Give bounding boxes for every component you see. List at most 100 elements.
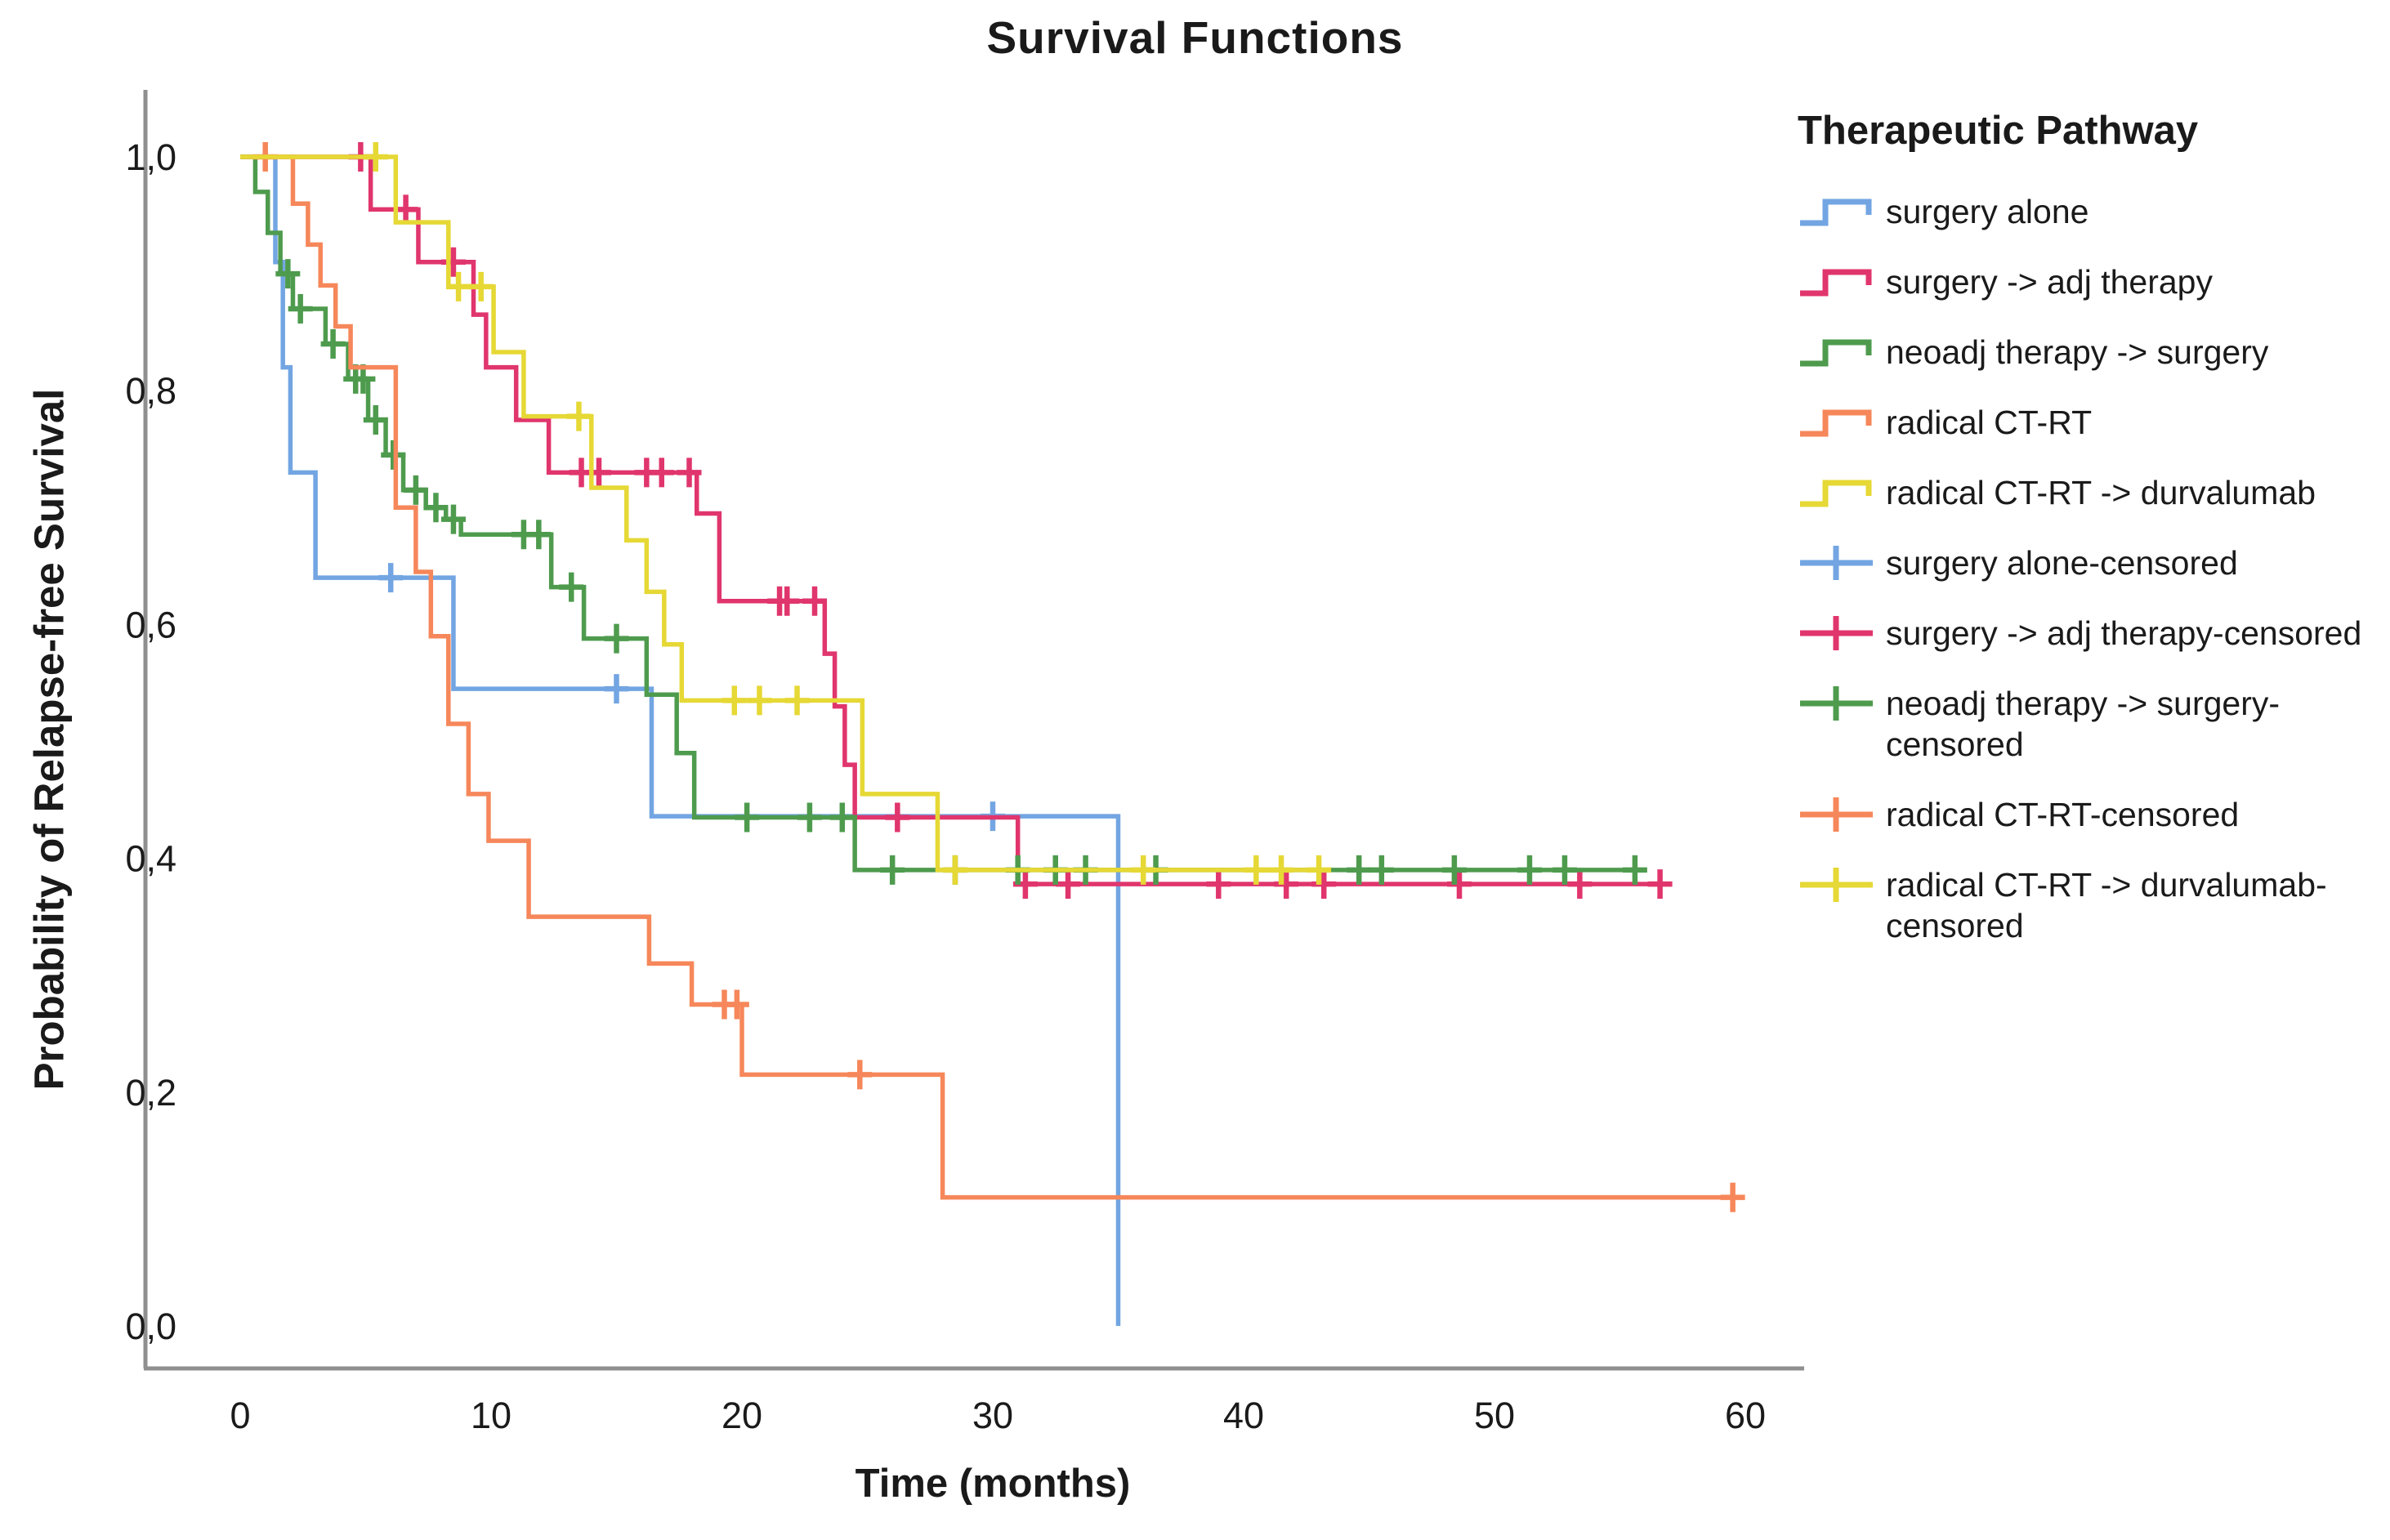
censor-mark-neoadj-therapy-surgery: [288, 294, 313, 324]
censor-mark-neoadj-therapy-surgery: [735, 802, 760, 832]
legend-step-line: [1800, 480, 1872, 507]
legend-item-label: neoadj therapy -> surgery-censored: [1886, 685, 2281, 763]
censor-mark-surgery-adj-therapy: [1567, 869, 1593, 899]
censor-mark-radical-ct-rt-durvalumab: [747, 685, 772, 716]
x-tick-label: 0: [230, 1395, 250, 1436]
censor-mark-radical-ct-rt-durvalumab: [446, 271, 471, 301]
legend-item-label: radical CT-RT -> durvalumab: [1886, 474, 2316, 511]
censor-mark-surgery-adj-therapy: [677, 458, 702, 488]
censor-mark-radical-ct-rt-durvalumab: [363, 142, 388, 172]
censor-mark-radical-ct-rt-durvalumab: [721, 685, 747, 716]
censor-mark-neoadj-therapy-surgery: [440, 504, 466, 534]
censor-mark-neoadj-therapy-surgery: [559, 572, 584, 602]
legend-item-surgery-alone: surgery alone: [1798, 191, 2379, 232]
legend-censor-swatch-icon: [1800, 546, 1873, 580]
legend-censor-swatch-icon: [1800, 686, 1873, 721]
y-tick-label: 0,2: [125, 1072, 176, 1114]
legend-item-surgery-alone-censored: surgery alone-censored: [1798, 542, 2379, 583]
legend-item-neoadj-therapy-surgery-censored: neoadj therapy -> surgery-censored: [1798, 683, 2379, 765]
chart-title: Survival Functions: [986, 12, 1404, 63]
legend-item-label: radical CT-RT -> durvalumab-censored: [1886, 866, 2327, 944]
x-tick-label: 10: [471, 1395, 512, 1436]
legend-censor-swatch-icon: [1800, 797, 1873, 832]
legend-item-radical-ct-rt-durvalumab-censored: radical CT-RT -> durvalumab-censored: [1798, 864, 2379, 946]
censor-mark-radical-ct-rt: [1720, 1182, 1745, 1212]
legend-step-swatch-icon: [1800, 269, 1872, 297]
censor-mark-radical-ct-rt-durvalumab: [942, 855, 967, 885]
censor-mark-surgery-adj-therapy: [1647, 869, 1673, 899]
censor-mark-surgery-adj-therapy: [1206, 869, 1231, 899]
series-path-radical-ct-rt-durvalumab: [240, 154, 1325, 873]
legend-item-label: surgery alone-censored: [1886, 544, 2238, 582]
legend-censor-swatch-icon: [1800, 868, 1873, 902]
censor-mark-surgery-adj-therapy: [1311, 869, 1337, 899]
series-path-radical-ct-rt: [240, 154, 1736, 1200]
legend-item-label: neoadj therapy -> surgery: [1886, 333, 2269, 371]
censor-mark-surgery-adj-therapy: [1447, 869, 1472, 899]
legend-step-line: [1800, 339, 1872, 367]
censor-mark-radical-ct-rt: [724, 989, 749, 1020]
censor-mark-neoadj-therapy-surgery: [275, 259, 301, 289]
y-tick-label: 0,8: [125, 370, 176, 412]
censor-mark-neoadj-therapy-surgery: [1517, 855, 1542, 885]
series-surgery-alone: [240, 154, 1121, 1326]
censor-mark-surgery-adj-therapy: [802, 586, 828, 616]
censor-mark-neoadj-therapy-surgery: [1441, 855, 1467, 885]
censor-mark-neoadj-therapy-surgery: [363, 404, 388, 435]
legend-step-line: [1800, 409, 1872, 437]
legend-item-radical-ct-rt: radical CT-RT: [1798, 402, 2379, 443]
legend-item-label: radical CT-RT: [1886, 404, 2093, 441]
censor-mark-radical-ct-rt-durvalumab: [1307, 855, 1332, 885]
censor-mark-neoadj-therapy-surgery: [320, 328, 346, 359]
censor-mark-surgery-alone: [378, 563, 404, 593]
censor-mark-neoadj-therapy-surgery: [880, 855, 905, 885]
legend-item-neoadj-therapy-surgery: neoadj therapy -> surgery: [1798, 332, 2379, 373]
censor-mark-neoadj-therapy-surgery: [1347, 855, 1372, 885]
x-tick-label: 60: [1725, 1395, 1766, 1436]
series-radical-ct-rt: [240, 142, 1745, 1212]
legend-item-radical-ct-rt-censored: radical CT-RT-censored: [1798, 794, 2379, 835]
legend-step-swatch-icon: [1800, 339, 1872, 367]
censor-mark-radical-ct-rt-durvalumab: [468, 271, 494, 301]
y-tick-label: 1,0: [125, 136, 176, 178]
censor-mark-radical-ct-rt-durvalumab: [784, 685, 810, 716]
legend-item-surgery-adj-therapy: surgery -> adj therapy: [1798, 261, 2379, 302]
legend-item-label: surgery -> adj therapy-censored: [1886, 614, 2362, 652]
legend-step-line: [1800, 199, 1872, 226]
series-radical-ct-rt-durvalumab: [240, 142, 1332, 885]
censor-mark-neoadj-therapy-surgery: [1369, 855, 1394, 885]
y-tick-label: 0,6: [125, 604, 176, 645]
y-tick-label: 0,4: [125, 838, 176, 880]
censor-mark-radical-ct-rt: [847, 1060, 873, 1090]
censor-mark-radical-ct-rt-durvalumab: [1131, 855, 1156, 885]
censor-mark-neoadj-therapy-surgery: [1552, 855, 1577, 885]
censor-mark-neoadj-therapy-surgery: [829, 802, 855, 832]
censor-mark-neoadj-therapy-surgery: [526, 520, 552, 550]
series-path-surgery-alone: [240, 154, 1121, 1326]
legend-item-label: surgery -> adj therapy: [1886, 263, 2213, 301]
series-surgery-adj-therapy: [240, 142, 1673, 899]
censor-mark-surgery-alone: [604, 674, 629, 704]
y-tick-label: 0,0: [125, 1306, 176, 1347]
legend-item-surgery-adj-therapy-censored: surgery -> adj therapy-censored: [1798, 613, 2379, 654]
x-tick-label: 50: [1474, 1395, 1515, 1436]
legend-items: surgery alone surgery -> adj therapy neoad…: [1798, 191, 2379, 946]
legend-title: Therapeutic Pathway: [1798, 109, 2199, 153]
x-tick-label: 30: [972, 1395, 1013, 1436]
legend-item-radical-ct-rt-durvalumab: radical CT-RT -> durvalumab: [1798, 472, 2379, 513]
censor-mark-surgery-adj-therapy: [1056, 869, 1081, 899]
legend-step-swatch-icon: [1800, 480, 1872, 507]
censor-mark-surgery-adj-therapy: [649, 458, 674, 488]
x-tick-label: 20: [721, 1395, 762, 1436]
legend: Therapeutic Pathway surgery alone surgery…: [1798, 108, 2379, 975]
censor-mark-neoadj-therapy-surgery: [604, 623, 629, 654]
censor-mark-neoadj-therapy-surgery: [797, 802, 822, 832]
censor-mark-surgery-adj-therapy: [775, 586, 800, 616]
censor-mark-surgery-adj-therapy: [440, 247, 466, 277]
censor-mark-radical-ct-rt-durvalumab: [1269, 855, 1294, 885]
censor-mark-radical-ct-rt-durvalumab: [566, 401, 592, 431]
legend-step-swatch-icon: [1800, 199, 1872, 226]
censor-mark-surgery-adj-therapy: [1274, 869, 1299, 899]
